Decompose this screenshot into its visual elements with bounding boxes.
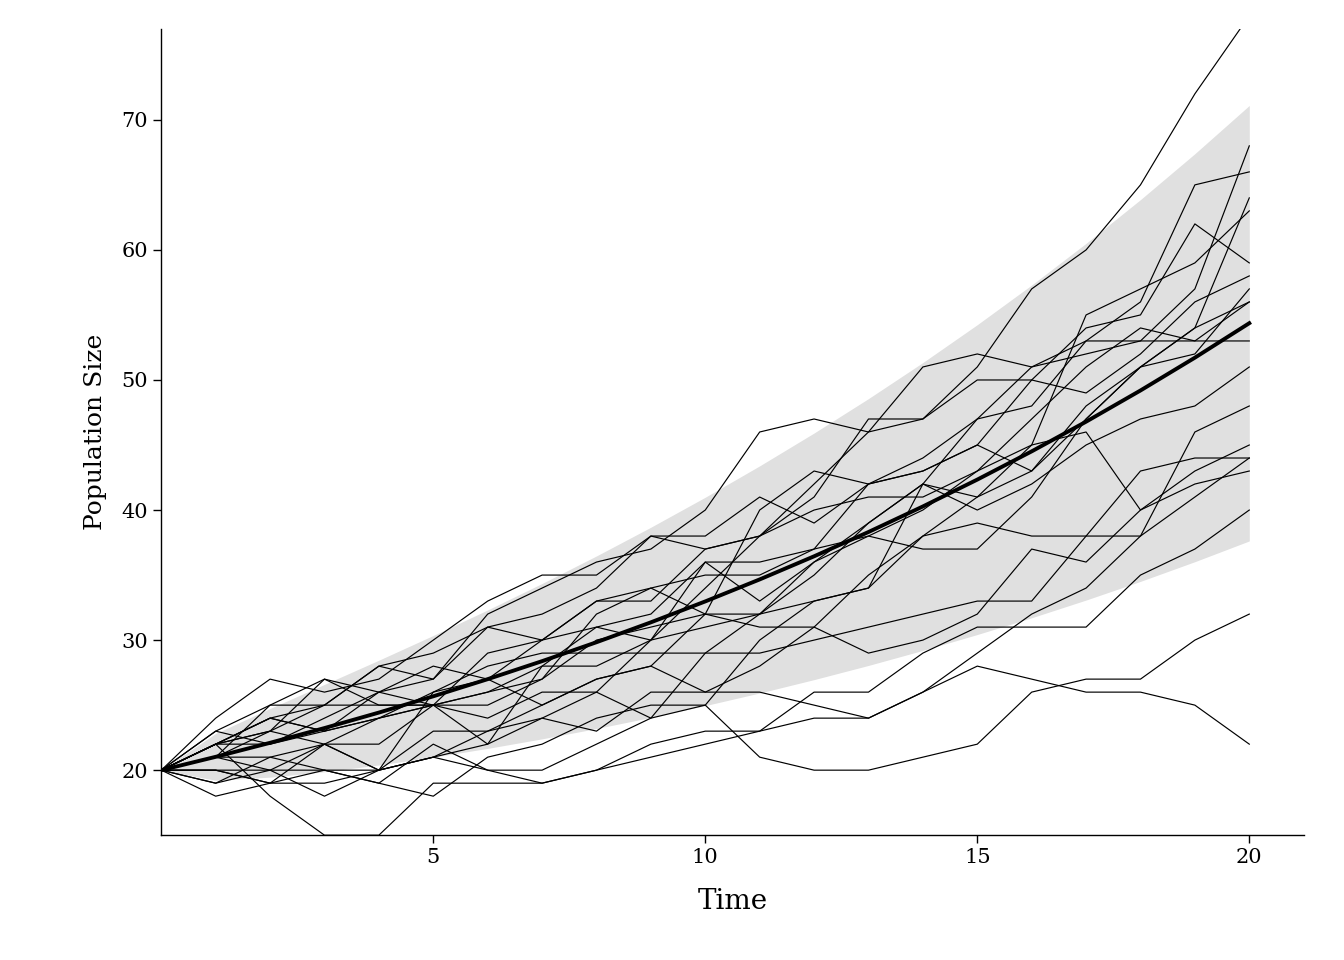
Y-axis label: Population Size: Population Size — [85, 334, 108, 530]
X-axis label: Time: Time — [698, 888, 767, 915]
